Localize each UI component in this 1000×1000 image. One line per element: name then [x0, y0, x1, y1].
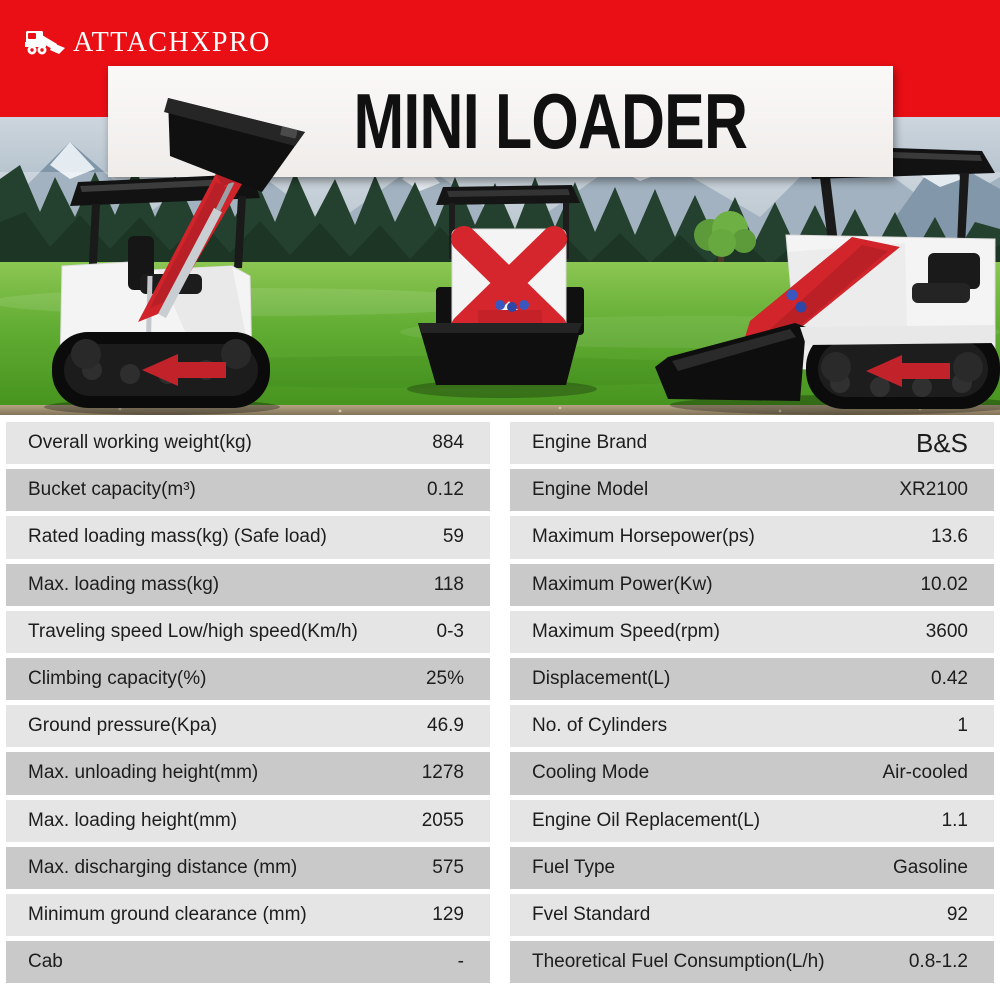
- spec-label: Engine Brand: [532, 432, 648, 454]
- spec-row: Cooling Mode Air-cooled: [510, 752, 994, 795]
- loader-raised-illustration: [0, 70, 340, 420]
- spec-row: Minimum ground clearance (mm) 129: [6, 893, 490, 937]
- spec-row: Maximum Horsepower(ps) 13.6: [510, 516, 994, 559]
- dirt-strip: [0, 405, 1000, 415]
- loader-front-illustration: [418, 185, 584, 385]
- spec-label: Displacement(L): [532, 668, 671, 690]
- page-title: MINI LOADER: [353, 77, 748, 165]
- spec-label: Fvel Standard: [532, 903, 651, 925]
- spec-row: Rated loading mass(kg) (Safe load) 59: [6, 516, 490, 559]
- spec-table: Overall working weight(kg) 884 Bucket capa…: [6, 422, 994, 988]
- spec-value: B&S: [915, 427, 968, 458]
- spec-row: Max. discharging distance (mm) 575: [6, 846, 490, 889]
- spec-row: Engine Oil Replacement(L) 1.1: [510, 799, 994, 842]
- arrow-decal: [142, 354, 226, 386]
- spec-value: XR2100: [899, 479, 968, 501]
- spec-label: Climbing capacity(%): [28, 668, 207, 690]
- spec-label: Engine Oil Replacement(L): [532, 809, 761, 831]
- spec-label: Cab: [28, 951, 63, 973]
- spec-row: Climbing capacity(%) 25%: [6, 657, 490, 701]
- spec-label: Bucket capacity(m³): [28, 479, 196, 501]
- loader-icon: [22, 22, 66, 61]
- spec-value: 575: [432, 856, 464, 878]
- arrow-decal: [866, 355, 950, 387]
- spec-label: Cooling Mode: [532, 762, 650, 784]
- spec-value: 0.8-1.2: [908, 951, 968, 973]
- spec-label: Rated loading mass(kg) (Safe load): [28, 526, 327, 548]
- spec-value: 1: [957, 715, 968, 737]
- spec-value: 10.02: [920, 573, 968, 595]
- spec-value: 2055: [421, 809, 464, 831]
- brand-logo: ATTACHXPRO: [22, 22, 271, 61]
- spec-value: 118: [433, 573, 464, 595]
- spec-row: Bucket capacity(m³) 0.12: [6, 469, 490, 512]
- spec-label: Maximum Speed(rpm): [532, 620, 720, 642]
- spec-row: Ground pressure(Kpa) 46.9: [6, 705, 490, 748]
- spec-label: Theoretical Fuel Consumption(L/h): [532, 951, 825, 973]
- spec-row: Max. loading height(mm) 2055: [6, 799, 490, 842]
- spec-row: Max. unloading height(mm) 1278: [6, 752, 490, 795]
- spec-label: Traveling speed Low/high speed(Km/h): [28, 620, 358, 642]
- spec-value: Gasoline: [893, 856, 968, 878]
- spec-label: Max. loading height(mm): [28, 809, 238, 831]
- spec-row: Overall working weight(kg) 884: [6, 422, 490, 465]
- spec-row: Theoretical Fuel Consumption(L/h) 0.8-1.2: [510, 941, 994, 984]
- spec-value: 92: [946, 903, 968, 925]
- spec-value: 3600: [925, 620, 968, 642]
- spec-row: Engine Model XR2100: [510, 469, 994, 512]
- spec-label: Minimum ground clearance (mm): [28, 903, 307, 925]
- spec-value: 46.9: [427, 715, 464, 737]
- spec-label: Max. discharging distance (mm): [28, 856, 298, 878]
- spec-row: Max. loading mass(kg) 118: [6, 563, 490, 606]
- spec-value: Air-cooled: [882, 762, 968, 784]
- spec-value: -: [457, 951, 464, 973]
- spec-value: 129: [432, 903, 464, 925]
- spec-row: Displacement(L) 0.42: [510, 657, 994, 701]
- spec-value: 0.42: [931, 668, 968, 690]
- spec-row: Maximum Speed(rpm) 3600: [510, 610, 994, 653]
- spec-value: 25%: [425, 668, 464, 690]
- spec-column-left: Overall working weight(kg) 884 Bucket capa…: [6, 422, 490, 988]
- spec-value: 1278: [421, 762, 464, 784]
- spec-value: 1.1: [941, 809, 968, 831]
- spec-label: Max. unloading height(mm): [28, 762, 259, 784]
- spec-label: Ground pressure(Kpa): [28, 715, 218, 737]
- spec-label: Maximum Power(Kw): [532, 573, 713, 595]
- spec-label: Maximum Horsepower(ps): [532, 526, 755, 548]
- brand-name: ATTACHXPRO: [73, 26, 271, 58]
- tree: [694, 211, 756, 263]
- spec-row: Maximum Power(Kw) 10.02: [510, 563, 994, 606]
- spec-row: Engine Brand B&S: [510, 422, 994, 465]
- spec-row: Traveling speed Low/high speed(Km/h) 0-3: [6, 610, 490, 653]
- spec-label: Overall working weight(kg): [28, 432, 252, 454]
- spec-label: No. of Cylinders: [532, 715, 668, 737]
- spec-label: Fuel Type: [532, 856, 616, 878]
- spec-label: Max. loading mass(kg): [28, 573, 220, 595]
- spec-value: 0-3: [436, 620, 464, 642]
- spec-label: Engine Model: [532, 479, 649, 501]
- spec-value: 0.12: [427, 479, 464, 501]
- spec-row: Fuel Type Gasoline: [510, 846, 994, 889]
- spec-row: No. of Cylinders 1: [510, 705, 994, 748]
- loader-side-illustration: [655, 145, 1000, 409]
- spec-value: 884: [432, 432, 464, 454]
- spec-column-right: Engine Brand B&S Engine Model XR2100 Maximum…: [510, 422, 994, 988]
- spec-row: Cab -: [6, 941, 490, 984]
- spec-value: 13.6: [931, 526, 968, 548]
- spec-value: 59: [442, 526, 464, 548]
- spec-row: Fvel Standard 92: [510, 893, 994, 937]
